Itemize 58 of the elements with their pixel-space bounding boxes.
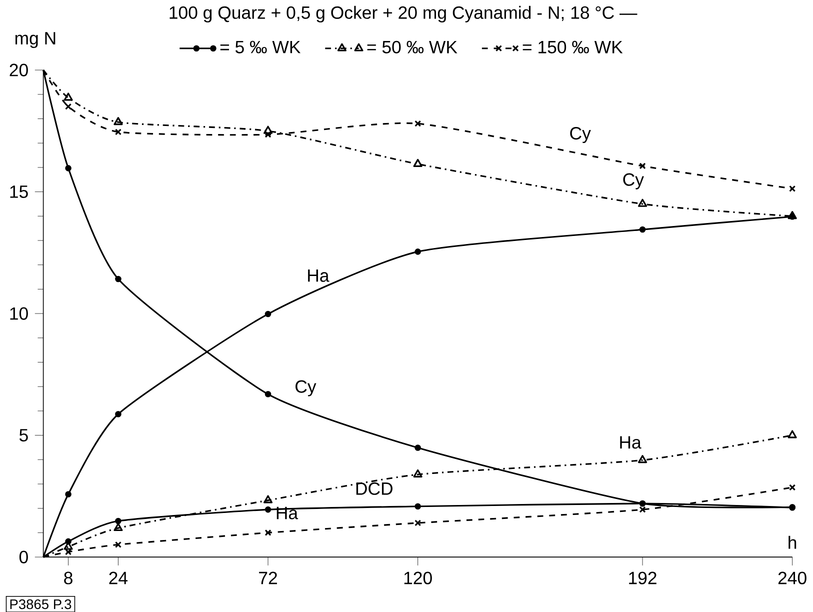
point [413, 469, 422, 478]
annotation: Cy [623, 173, 644, 190]
point [114, 128, 122, 135]
y-axis-title: mg N [15, 32, 56, 48]
x-tick-label: 120 [404, 572, 432, 584]
y-tick-label: 10 [10, 307, 28, 320]
point [638, 454, 648, 463]
x-tick-label: 8 [64, 572, 72, 584]
point [789, 484, 796, 490]
y-tick-label: 0 [19, 550, 28, 564]
point [115, 276, 122, 282]
point [264, 529, 272, 536]
text: P3865 P.3 [10, 599, 72, 609]
x-tick-label: 72 [259, 572, 277, 584]
y-tick-label: 20 [10, 64, 28, 76]
annotation: Ha [308, 269, 330, 282]
legend-label: = 150 ‰ WK [522, 40, 623, 54]
point [639, 162, 646, 170]
annotation: Cy [570, 126, 591, 143]
point [264, 506, 272, 512]
point [263, 494, 273, 504]
point [64, 103, 72, 110]
point [414, 248, 421, 255]
point [264, 131, 272, 138]
annotation: Ha [276, 506, 298, 520]
point [788, 430, 797, 438]
point [639, 226, 646, 232]
point [65, 490, 72, 498]
point [414, 503, 421, 510]
point [114, 541, 122, 548]
point [414, 519, 422, 526]
x-tick-label: 192 [629, 572, 656, 584]
point [264, 390, 272, 398]
point [639, 506, 646, 513]
y-tick-label: 5 [19, 428, 28, 442]
point [789, 185, 796, 192]
point [115, 410, 122, 418]
annotation: Ha [620, 436, 642, 448]
point [414, 120, 422, 127]
x-axis-title: h [788, 536, 796, 549]
x-tick-label: 240 [778, 572, 806, 584]
point [263, 126, 273, 134]
chart-title: 100 g Quarz + 0,5 g Ocker + 20 mg Cyanamid - N; 18 °C — [170, 6, 638, 22]
point [115, 518, 122, 524]
point [788, 210, 797, 219]
point [64, 92, 73, 101]
point [414, 444, 421, 451]
point [65, 164, 72, 172]
point [114, 116, 123, 125]
legend-label: = 50 ‰ WK [367, 40, 458, 54]
y-tick-label: 15 [10, 185, 28, 198]
point [413, 158, 422, 167]
point [264, 310, 272, 317]
annotation: DCD [356, 482, 392, 495]
point [638, 198, 648, 207]
annotation: Cy [296, 380, 316, 396]
legend-label: = 5 ‰ WK [220, 40, 301, 54]
x-tick-label: 24 [109, 572, 128, 584]
